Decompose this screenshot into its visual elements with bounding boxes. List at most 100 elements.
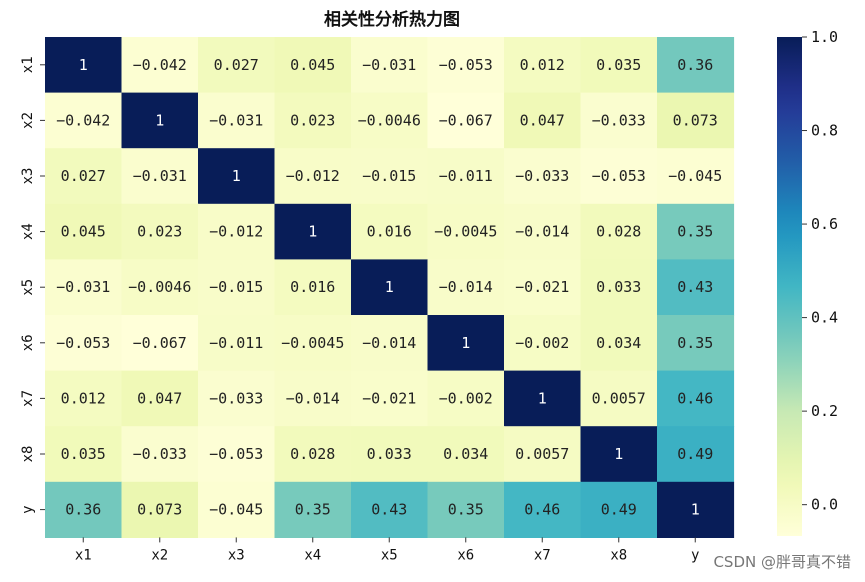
heatmap-cell-x1-x7 xyxy=(504,37,582,94)
y-tick-label-x7: x7 xyxy=(20,390,36,407)
cell-value-label: 0.027 xyxy=(214,56,259,74)
heatmap-cell-x8-x3 xyxy=(198,426,276,483)
cell-value-label: −0.021 xyxy=(515,278,569,296)
cell-value-label: 0.012 xyxy=(61,389,106,407)
heatmap-cell-x6-x6 xyxy=(427,315,505,372)
heatmap-cell-x3-x4 xyxy=(274,148,352,205)
heatmap-cell-x7-x8 xyxy=(580,370,658,427)
heatmap-cell-x4-x7 xyxy=(504,203,582,260)
heatmap-cell-y-x4 xyxy=(274,481,352,538)
heatmap-cell-x3-x2 xyxy=(121,148,199,205)
cell-value-label: −0.015 xyxy=(209,278,263,296)
heatmap-cell-x1-x3 xyxy=(198,37,276,94)
heatmap-cell-x6-x3 xyxy=(198,315,276,372)
cell-value-label: 0.035 xyxy=(596,56,641,74)
cell-value-label: 1 xyxy=(691,501,700,519)
cell-value-label: 0.033 xyxy=(367,445,412,463)
y-tick-label-x1: x1 xyxy=(20,56,36,73)
cell-value-label: 0.46 xyxy=(677,389,713,407)
cell-value-label: 0.0057 xyxy=(592,389,646,407)
cell-value-label: 0.047 xyxy=(137,389,182,407)
cell-value-label: 0.43 xyxy=(677,278,713,296)
heatmap-cell-x5-x3 xyxy=(198,259,276,316)
heatmap-cell-x8-x8 xyxy=(580,426,658,483)
heatmap-cell-x8-x1 xyxy=(45,426,123,483)
cell-value-label: 1 xyxy=(614,445,623,463)
cell-value-label: −0.011 xyxy=(439,167,493,185)
cell-value-label: 0.35 xyxy=(677,223,713,241)
cell-value-label: 0.016 xyxy=(290,278,335,296)
cell-value-label: −0.0045 xyxy=(281,334,344,352)
cell-value-label: 0.49 xyxy=(677,445,713,463)
cell-value-label: 1 xyxy=(79,56,88,74)
cell-value-label: −0.0045 xyxy=(434,223,497,241)
cell-value-label: −0.031 xyxy=(209,111,263,129)
x-tick-label-x6: x6 xyxy=(457,547,474,563)
heatmap-cell-x7-x2 xyxy=(121,370,199,427)
heatmap-cell-x1-x8 xyxy=(580,37,658,94)
heatmap-cell-x2-x1 xyxy=(45,92,123,149)
heatmap-cell-y-x8 xyxy=(580,481,658,538)
cell-value-label: 0.0057 xyxy=(515,445,569,463)
cell-value-label: −0.014 xyxy=(286,389,340,407)
heatmap-cell-x6-x8 xyxy=(580,315,658,372)
cell-value-label: 1 xyxy=(155,111,164,129)
heatmap-cell-x3-x1 xyxy=(45,148,123,205)
heatmap-cell-x7-x7 xyxy=(504,370,582,427)
x-tick-label-x2: x2 xyxy=(151,547,168,563)
heatmap-cell-x5-x4 xyxy=(274,259,352,316)
heatmap-cell-y-x3 xyxy=(198,481,276,538)
cell-value-label: 0.43 xyxy=(371,501,407,519)
y-axis-tick-labels: x1 x2 x3 x4 x5 x6 x7 x8 y xyxy=(20,56,45,514)
heatmap-cell-x8-y xyxy=(657,426,735,483)
cell-value-label: 0.073 xyxy=(137,501,182,519)
cell-value-label: −0.067 xyxy=(439,111,493,129)
y-tick-label-x3: x3 xyxy=(20,168,36,185)
heatmap-cell-x3-x5 xyxy=(351,148,429,205)
cell-value-label: 0.35 xyxy=(448,501,484,519)
heatmap-cell-x2-x8 xyxy=(580,92,658,149)
heatmap-cell-x4-y xyxy=(657,203,735,260)
cell-value-label: 0.35 xyxy=(677,334,713,352)
heatmap-cell-x1-x6 xyxy=(427,37,505,94)
cell-value-label: 0.073 xyxy=(673,111,718,129)
colorbar-tick-label: 0.0 xyxy=(811,496,838,514)
cell-value-label: 1 xyxy=(308,223,317,241)
heatmap-cell-x3-y xyxy=(657,148,735,205)
heatmap-cell-x1-x4 xyxy=(274,37,352,94)
cell-value-label: −0.045 xyxy=(668,167,722,185)
cell-value-label: 0.033 xyxy=(596,278,641,296)
y-tick-label-x2: x2 xyxy=(20,112,36,129)
heatmap-cell-x8-x5 xyxy=(351,426,429,483)
heatmap-cell-x2-x2 xyxy=(121,92,199,149)
cell-value-label: 0.034 xyxy=(443,445,488,463)
heatmap-cell-x2-x4 xyxy=(274,92,352,149)
cell-value-label: −0.014 xyxy=(362,334,416,352)
heatmap-cell-x2-x3 xyxy=(198,92,276,149)
x-tick-label-x7: x7 xyxy=(534,547,551,563)
heatmap-cell-x7-x5 xyxy=(351,370,429,427)
cell-value-label: −0.067 xyxy=(133,334,187,352)
y-tick-label-x8: x8 xyxy=(20,446,36,463)
heatmap-cell-x4-x8 xyxy=(580,203,658,260)
heatmap-cell-x4-x4 xyxy=(274,203,352,260)
heatmap-cell-x8-x2 xyxy=(121,426,199,483)
heatmap-cell-x3-x8 xyxy=(580,148,658,205)
cell-value-label: 0.016 xyxy=(367,223,412,241)
heatmap-cell-x5-y xyxy=(657,259,735,316)
cell-value-label: −0.033 xyxy=(209,389,263,407)
heatmap-cell-x2-y xyxy=(657,92,735,149)
cell-value-label: −0.053 xyxy=(439,56,493,74)
colorbar-gradient xyxy=(777,37,802,536)
cell-value-label: −0.015 xyxy=(362,167,416,185)
heatmap-cell-x6-x4 xyxy=(274,315,352,372)
y-tick-label-x5: x5 xyxy=(20,279,36,296)
heatmap-cell-x1-x5 xyxy=(351,37,429,94)
heatmap-cell-x8-x7 xyxy=(504,426,582,483)
colorbar-tick-label: 0.6 xyxy=(811,215,838,233)
cell-value-label: −0.0046 xyxy=(128,278,191,296)
x-tick-label-x5: x5 xyxy=(381,547,398,563)
cell-value-label: −0.002 xyxy=(515,334,569,352)
heatmap-cell-x4-x5 xyxy=(351,203,429,260)
